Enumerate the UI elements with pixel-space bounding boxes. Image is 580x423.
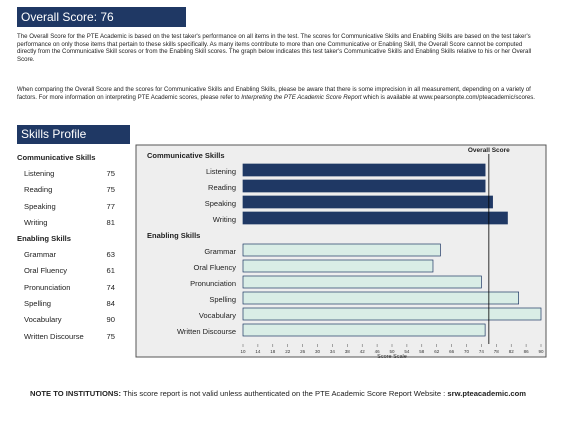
skill-score-row: Pronunciation 74	[17, 280, 121, 296]
skill-score-row: Written Discourse 75	[17, 329, 121, 345]
chart-group-title: Enabling Skills	[147, 231, 200, 240]
chart-tick-label: 66	[449, 349, 455, 354]
skill-name: Grammar	[24, 250, 57, 260]
chart-tick-label: 50	[389, 349, 395, 354]
institution-note: NOTE TO INSTITUTIONS: This score report …	[30, 389, 530, 399]
skill-name: Pronunciation	[24, 282, 71, 292]
intro-paragraph-1: The Overall Score for the PTE Academic i…	[17, 33, 532, 63]
skill-name: Listening	[24, 169, 55, 178]
skill-name: Written Discourse	[24, 331, 84, 341]
skill-score-row: Vocabulary 90	[17, 312, 121, 328]
intro-paragraph-2-end: which is available at www.pearsonpte.com…	[361, 93, 535, 101]
skills-score-list: Communicative Skills Listening 75 Reading 7…	[17, 150, 121, 345]
enabling-skills-heading: Enabling Skills	[17, 234, 72, 244]
chart-tick-label: 22	[285, 349, 291, 354]
skill-name: Oral Fluency	[24, 266, 68, 276]
overall-score-marker-label: Overall Score	[468, 147, 510, 154]
skill-name: Writing	[24, 217, 48, 227]
skill-name: Reading	[24, 185, 53, 195]
skills-profile-chart: Communicative Skills Listening Reading Spea…	[135, 144, 547, 360]
chart-bar	[242, 275, 482, 289]
chart-tick-label: 58	[419, 349, 425, 354]
chart-category-label: Speaking	[205, 199, 236, 208]
chart-category-label: Writing	[213, 215, 236, 224]
chart-category-label: Pronunciation	[190, 279, 236, 288]
skill-score-row: Writing 81	[17, 215, 121, 231]
skill-score-row: Listening 75	[17, 166, 121, 182]
chart-bar	[242, 259, 434, 273]
skill-name: Speaking	[24, 201, 56, 211]
srw-website: srw.pteacademic.com	[447, 389, 527, 398]
skill-score: 75	[106, 331, 115, 341]
overall-score-label: Overall Score:	[21, 10, 98, 24]
chart-bar	[242, 195, 493, 209]
chart-tick-label: 10	[240, 349, 246, 354]
overall-score-header: Overall Score: 76	[17, 7, 186, 27]
skill-score: 75	[106, 169, 115, 178]
chart-category-label: Grammar	[204, 247, 236, 256]
communicative-skills-heading: Communicative Skills	[17, 153, 96, 162]
chart-tick-label: 26	[300, 349, 306, 354]
chart-bar	[242, 163, 486, 177]
intro-paragraph-2-text: When comparing the Overall Score and the…	[17, 86, 531, 101]
chart-tick-label: 18	[270, 349, 276, 354]
skill-score: 84	[106, 299, 115, 309]
skill-score: 77	[106, 201, 115, 211]
chart-tick-label: 90	[538, 349, 544, 354]
chart-tick-label: 46	[375, 349, 381, 354]
skills-profile-header: Skills Profile	[17, 125, 130, 144]
chart-tick-label: 42	[360, 349, 366, 354]
chart-bar	[242, 323, 486, 337]
skill-score: 74	[106, 282, 115, 292]
skill-score-row: Reading 75	[17, 182, 121, 198]
chart-tick-label: 86	[524, 349, 530, 354]
skill-score-row: Oral Fluency 61	[17, 263, 121, 279]
intro-paragraph-2: When comparing the Overall Score and the…	[17, 86, 537, 101]
skill-score: 63	[106, 250, 115, 260]
skill-name: Vocabulary	[24, 315, 62, 325]
chart-category-label: Spelling	[209, 295, 236, 304]
chart-bar	[242, 243, 441, 257]
chart-tick-label: 78	[494, 349, 500, 354]
chart-category-label: Listening	[206, 167, 236, 176]
chart-tick-label: 82	[509, 349, 515, 354]
chart-tick-label: 30	[315, 349, 321, 354]
chart-category-label: Vocabulary	[199, 311, 236, 320]
score-report-guide-title: Interpreting the PTE Academic Score Repo…	[241, 93, 362, 101]
institution-note-label: NOTE TO INSTITUTIONS:	[30, 389, 121, 398]
skill-score-row: Grammar 63	[17, 247, 121, 263]
chart-tick-label: 70	[464, 349, 470, 354]
skill-score-row: Spelling 84	[17, 296, 121, 312]
chart-tick-label: 34	[330, 349, 336, 354]
chart-tick-label: 62	[434, 349, 440, 354]
chart-tick-label: 74	[479, 349, 485, 354]
chart-bar	[242, 307, 542, 321]
skill-score: 75	[106, 185, 115, 195]
chart-bar	[242, 211, 508, 225]
skill-score: 81	[106, 217, 115, 227]
skill-score: 90	[106, 315, 115, 325]
overall-score-value: 76	[100, 10, 114, 24]
chart-group-title: Communicative Skills	[147, 151, 225, 160]
skill-score-row: Speaking 77	[17, 199, 121, 215]
chart-bar	[242, 179, 486, 193]
chart-bar	[242, 291, 519, 305]
chart-tick-label: 54	[404, 349, 410, 354]
chart-tick-label: 14	[255, 349, 261, 354]
chart-category-label: Oral Fluency	[193, 263, 236, 272]
chart-category-label: Reading	[208, 183, 236, 192]
chart-category-label: Written Discourse	[177, 327, 236, 336]
chart-tick-label: 38	[345, 349, 351, 354]
skill-name: Spelling	[24, 299, 52, 309]
chart-x-axis-label: Score Scale	[377, 354, 407, 360]
institution-note-text: This score report is not valid unless au…	[120, 389, 448, 398]
skill-score: 61	[106, 266, 115, 276]
